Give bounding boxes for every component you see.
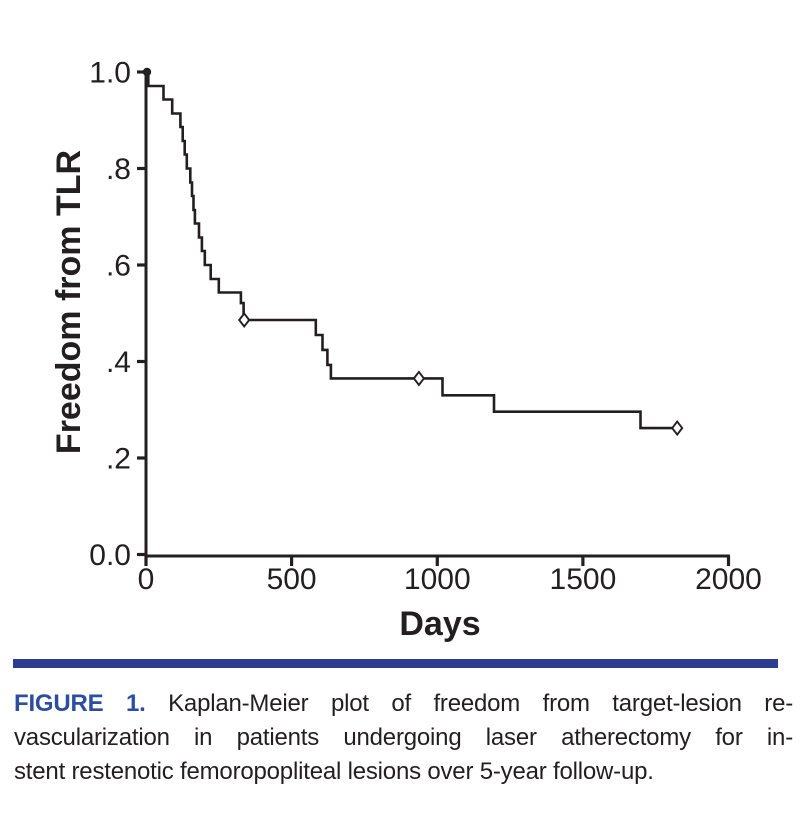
x-axis-title: Days bbox=[399, 605, 480, 643]
y-tick-label: .8 bbox=[106, 153, 131, 186]
censor-mark-diamond bbox=[412, 370, 426, 387]
y-tick-label: .2 bbox=[106, 443, 131, 476]
figure-number-label: FIGURE 1. bbox=[14, 690, 146, 717]
caption-line-1-text: Kaplan-Meier plot of freedom from target… bbox=[168, 690, 794, 717]
x-tick-label: 1000 bbox=[404, 563, 471, 596]
y-tick-label: 1.0 bbox=[89, 57, 131, 90]
y-tick-label: .4 bbox=[106, 346, 131, 379]
censor-mark-diamond bbox=[238, 311, 251, 329]
km-step-curve bbox=[146, 70, 681, 430]
y-axis-title: Freedom from TLR bbox=[50, 150, 88, 454]
y-tick-label: 0.0 bbox=[89, 539, 131, 572]
km-chart: 0 500 1000 1500 2000 0.0 .2 .4 .6 .8 1.0 Days Freedo… bbox=[50, 57, 762, 644]
caption-line-3: stent restenotic femoropopliteal lesions… bbox=[14, 758, 654, 785]
figure-caption: FIGURE 1. Kaplan-Meier plot of freedom f… bbox=[14, 687, 793, 789]
x-tick-label: 2000 bbox=[695, 563, 762, 596]
x-tick-label: 1500 bbox=[550, 563, 617, 596]
censor-mark-diamond bbox=[671, 420, 684, 437]
caption-line-1: FIGURE 1. Kaplan-Meier plot of freedom f… bbox=[14, 687, 793, 721]
km-plot-area: 0 500 1000 1500 2000 0.0 .2 .4 .6 .8 1.0 Days Freedo… bbox=[50, 57, 762, 644]
x-tick-label: 0 bbox=[138, 563, 155, 596]
caption-line-2: vascularization in patients undergoing l… bbox=[14, 724, 793, 751]
figure-divider-rule bbox=[13, 659, 778, 668]
curve-start-dot bbox=[142, 67, 152, 77]
x-tick-label: 500 bbox=[267, 563, 317, 596]
y-tick-label: .6 bbox=[106, 250, 131, 283]
